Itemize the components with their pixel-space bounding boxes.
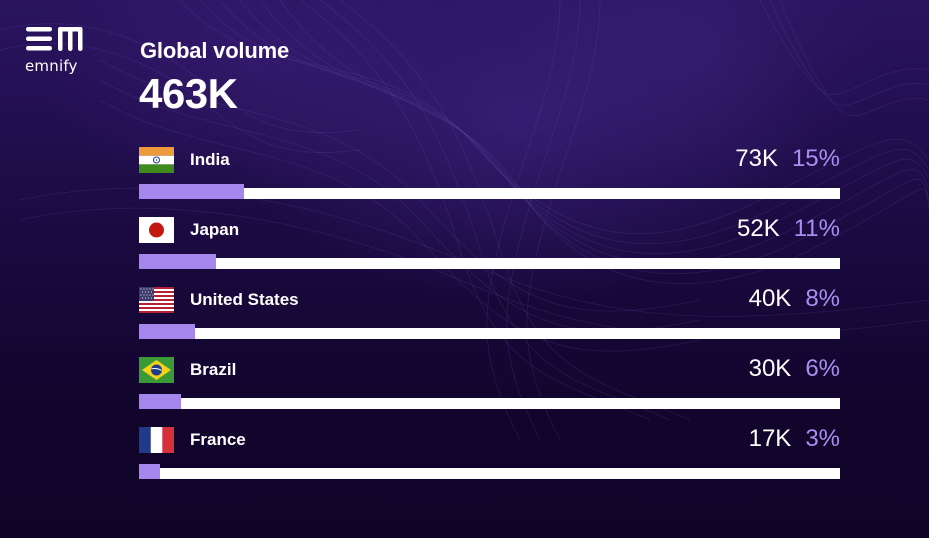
bar-track xyxy=(139,468,840,479)
volume-value: 17K xyxy=(748,425,792,452)
brazil-flag-icon xyxy=(139,357,174,383)
india-flag-icon xyxy=(139,147,174,173)
volume-value: 52K xyxy=(737,215,780,242)
country-label: Japan xyxy=(190,220,240,239)
bar-track xyxy=(139,188,840,199)
chart-title: Global volume xyxy=(140,38,289,63)
country-row-japan: Japan 52K 11% xyxy=(139,215,840,285)
emnify-logo: emnify xyxy=(25,27,87,75)
bar-track xyxy=(139,258,840,269)
country-label: India xyxy=(190,150,230,169)
country-label: United States xyxy=(190,290,299,309)
row-values: 52K 11% xyxy=(737,215,840,243)
volume-value: 30K xyxy=(748,355,792,382)
percent-value: 15% xyxy=(791,145,840,172)
bar-fill xyxy=(139,254,216,269)
bar-track xyxy=(139,328,840,339)
bar-fill xyxy=(139,394,181,409)
bar-track xyxy=(139,398,840,409)
bar-fill xyxy=(139,464,160,479)
percent-value: 11% xyxy=(793,215,840,242)
total-volume: 463K xyxy=(139,70,238,117)
percent-value: 3% xyxy=(805,425,840,452)
country-label: France xyxy=(190,430,246,449)
country-bar-list: India 73K 15% Japan 52K 11% xyxy=(139,145,840,495)
country-row-france: France 17K 3% xyxy=(139,425,840,495)
japan-flag-icon xyxy=(139,217,174,243)
country-row-brazil: Brazil 30K 6% xyxy=(139,355,840,425)
percent-value: 6% xyxy=(805,355,840,382)
volume-value: 73K xyxy=(735,145,778,172)
country-row-india: India 73K 15% xyxy=(139,145,840,215)
row-values: 73K 15% xyxy=(735,145,840,173)
volume-value: 40K xyxy=(748,285,792,312)
row-values: 30K 6% xyxy=(749,355,840,383)
row-values: 40K 8% xyxy=(749,285,840,313)
brand-name: emnify xyxy=(25,57,78,75)
bar-fill xyxy=(139,184,244,199)
france-flag-icon xyxy=(139,427,174,453)
country-label: Brazil xyxy=(190,360,237,379)
usa-flag-icon xyxy=(139,287,174,313)
country-row-united-states: United States 40K 8% xyxy=(139,285,840,355)
row-values: 17K 3% xyxy=(749,425,840,453)
bar-fill xyxy=(139,324,195,339)
percent-value: 8% xyxy=(805,285,840,312)
emnify-logo-mark-icon xyxy=(26,27,83,51)
